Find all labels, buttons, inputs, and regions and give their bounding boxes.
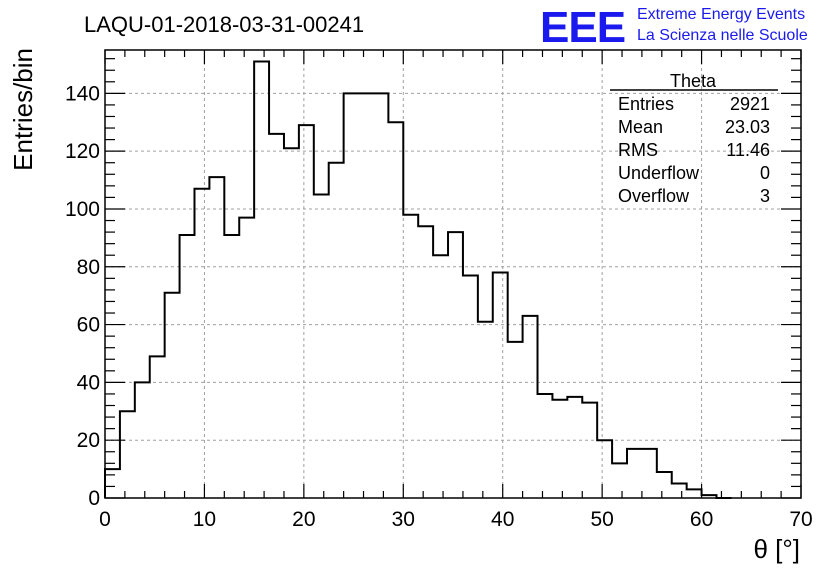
x-tick-label: 40 xyxy=(491,508,514,531)
histogram-outline xyxy=(104,60,732,499)
stats-value: 0 xyxy=(760,163,770,183)
histogram-bin xyxy=(224,235,239,498)
histogram-bin xyxy=(403,215,418,498)
histogram-bin xyxy=(373,93,388,498)
stats-label: Underflow xyxy=(618,163,700,183)
histogram-bin xyxy=(612,463,627,498)
y-tick-label: 100 xyxy=(65,198,100,221)
y-tick-label: 80 xyxy=(77,256,100,279)
stats-value: 3 xyxy=(760,186,770,206)
logo-line-1: Extreme Energy Events xyxy=(637,6,805,23)
histogram-bin xyxy=(582,403,597,498)
y-tick-label: 60 xyxy=(77,314,100,337)
logo-eee-text: EEE xyxy=(540,3,625,52)
grid-lines xyxy=(105,50,801,498)
histogram-bin xyxy=(493,273,508,498)
histogram-bin xyxy=(284,148,299,498)
histogram-bin xyxy=(299,125,314,498)
histogram-bin xyxy=(344,93,359,498)
x-tick-label: 10 xyxy=(193,508,216,531)
histogram-bin xyxy=(254,62,269,498)
stats-box: Theta Entries 2921 Mean 23.03 RMS 11.46 Underf… xyxy=(610,71,778,206)
eee-logo: EEE Extreme Energy Events La Scienza nel… xyxy=(540,3,808,52)
logo-line-2: La Scienza nelle Scuole xyxy=(637,27,808,44)
x-axis-label: θ [°] xyxy=(753,534,800,564)
histogram-bin xyxy=(538,394,553,498)
histogram-bin xyxy=(657,472,672,498)
stats-label: Overflow xyxy=(618,186,690,206)
histogram-bin xyxy=(194,189,209,498)
stats-rows: Entries 2921 Mean 23.03 RMS 11.46 Underflow 0 Ov… xyxy=(618,94,770,206)
histogram-bin xyxy=(567,397,582,498)
histogram-bin xyxy=(105,469,120,498)
y-tick-label: 40 xyxy=(77,371,100,394)
x-tick-label: 60 xyxy=(690,508,713,531)
y-tick-label: 0 xyxy=(88,487,100,510)
stats-label: Mean xyxy=(618,117,663,137)
x-tick-label: 50 xyxy=(590,508,613,531)
histogram-bin xyxy=(463,275,478,498)
x-tick-labels: 0 10 20 30 40 50 60 70 xyxy=(99,508,813,531)
histogram-bin xyxy=(597,440,612,498)
y-tick-label: 20 xyxy=(77,429,100,452)
axis-ticks xyxy=(104,50,802,499)
histogram-bin xyxy=(642,449,657,498)
x-tick-label: 0 xyxy=(99,508,111,531)
y-tick-labels: 0 20 40 60 80 100 120 140 xyxy=(65,82,100,510)
stats-value: 11.46 xyxy=(726,140,770,160)
histogram-bin xyxy=(314,195,329,498)
histogram-bin xyxy=(239,218,254,498)
histogram-bin xyxy=(627,449,642,498)
histogram-bin xyxy=(150,356,165,498)
histogram-bin xyxy=(120,411,135,498)
histogram-bin xyxy=(508,342,523,498)
histogram-bin xyxy=(359,93,374,498)
histogram-bin xyxy=(552,400,567,498)
y-tick-label: 120 xyxy=(65,140,100,163)
histogram-bin xyxy=(448,232,463,498)
histogram-bin xyxy=(388,122,403,498)
histogram-bin xyxy=(269,134,284,498)
histogram-bin xyxy=(165,293,180,498)
x-tick-label: 20 xyxy=(292,508,315,531)
stats-label: RMS xyxy=(618,140,658,160)
histogram-bin xyxy=(672,484,687,498)
plot-frame xyxy=(104,49,802,499)
stats-label: Entries xyxy=(618,94,674,114)
chart-title: LAQU-01-2018-03-31-00241 xyxy=(84,12,364,37)
y-tick-label: 140 xyxy=(65,82,100,105)
stats-title: Theta xyxy=(670,71,717,91)
y-axis-label: Entries/bin xyxy=(8,48,38,171)
histogram-bin xyxy=(478,322,493,498)
histogram-bin xyxy=(433,255,448,498)
x-tick-label: 70 xyxy=(789,508,812,531)
histogram-bin xyxy=(687,489,702,498)
histogram-bin xyxy=(329,163,344,498)
histogram-bin xyxy=(180,235,195,498)
histogram-bin xyxy=(523,316,538,498)
stats-value: 23.03 xyxy=(725,117,770,137)
x-tick-label: 30 xyxy=(392,508,415,531)
stats-value: 2921 xyxy=(730,94,770,114)
histogram-bin xyxy=(209,177,224,498)
